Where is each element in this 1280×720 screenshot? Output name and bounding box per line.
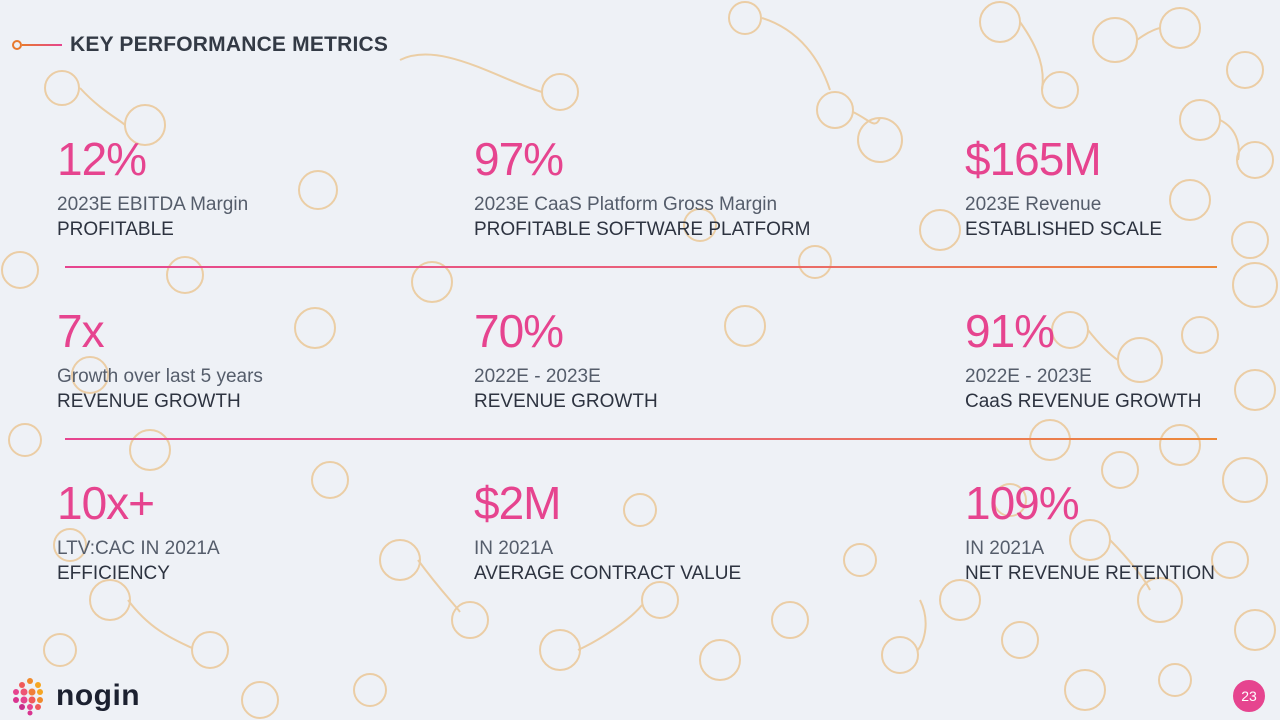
metric-value: 7x [57,305,105,357]
metric-label: REVENUE GROWTH [57,391,241,412]
metric-label: NET REVENUE RETENTION [965,563,1215,584]
metric-label: CaaS REVENUE GROWTH [965,391,1202,412]
nogin-dots-logo-icon [13,678,43,716]
metric-caas-revenue-growth: 91% 2022E - 2023E CaaS REVENUE GROWTH [965,306,1201,414]
metric-revenue-growth: 70% 2022E - 2023E REVENUE GROWTH [474,306,658,414]
metric-contract-value: $2M IN 2021A AVERAGE CONTRACT VALUE [474,478,741,586]
metric-label: ESTABLISHED SCALE [965,219,1163,240]
header: KEY PERFORMANCE METRICS [12,30,388,60]
metric-value: 97% [474,133,564,185]
row-divider [65,438,1217,440]
metric-revenue: $165M 2023E Revenue ESTABLISHED SCALE [965,134,1162,242]
metric-value: 10x+ [57,477,155,529]
metric-ltv-cac: 10x+ LTV:CAC IN 2021A EFFICIENCY [57,478,220,586]
metric-subtitle: 2023E EBITDA Margin [57,194,249,215]
page-title: KEY PERFORMANCE METRICS [70,33,389,56]
metric-subtitle: IN 2021A [965,538,1045,559]
metric-value: 70% [474,305,564,357]
metric-subtitle: 2023E Revenue [965,194,1102,215]
logo-wordmark: nogin [56,679,141,712]
metric-five-year-growth: 7x Growth over last 5 years REVENUE GROW… [57,306,263,414]
row-divider [65,266,1217,268]
metric-value: 91% [965,305,1055,357]
metric-value: $165M [965,133,1102,185]
metric-subtitle: 2022E - 2023E [965,366,1092,387]
metric-value: 109% [965,477,1080,529]
header-line-icon [22,44,62,46]
metric-subtitle: Growth over last 5 years [57,366,263,387]
metric-subtitle: LTV:CAC IN 2021A [57,538,220,559]
metric-subtitle: 2023E CaaS Platform Gross Margin [474,194,778,215]
metric-net-retention: 109% IN 2021A NET REVENUE RETENTION [965,478,1215,586]
metric-ebitda-margin: 12% 2023E EBITDA Margin PROFITABLE [57,134,248,242]
metric-subtitle: 2022E - 2023E [474,366,601,387]
metric-gross-margin: 97% 2023E CaaS Platform Gross Margin PRO… [474,134,810,242]
metric-label: EFFICIENCY [57,563,170,584]
page-number: 23 [1233,680,1265,712]
metric-label: AVERAGE CONTRACT VALUE [474,563,742,584]
metric-label: PROFITABLE SOFTWARE PLATFORM [474,219,811,240]
metric-value: 12% [57,133,147,185]
metric-label: PROFITABLE [57,219,174,240]
metric-label: REVENUE GROWTH [474,391,658,412]
ring-icon [12,40,22,50]
logo: nogin [10,676,140,716]
metric-subtitle: IN 2021A [474,538,554,559]
metric-value: $2M [474,477,561,529]
